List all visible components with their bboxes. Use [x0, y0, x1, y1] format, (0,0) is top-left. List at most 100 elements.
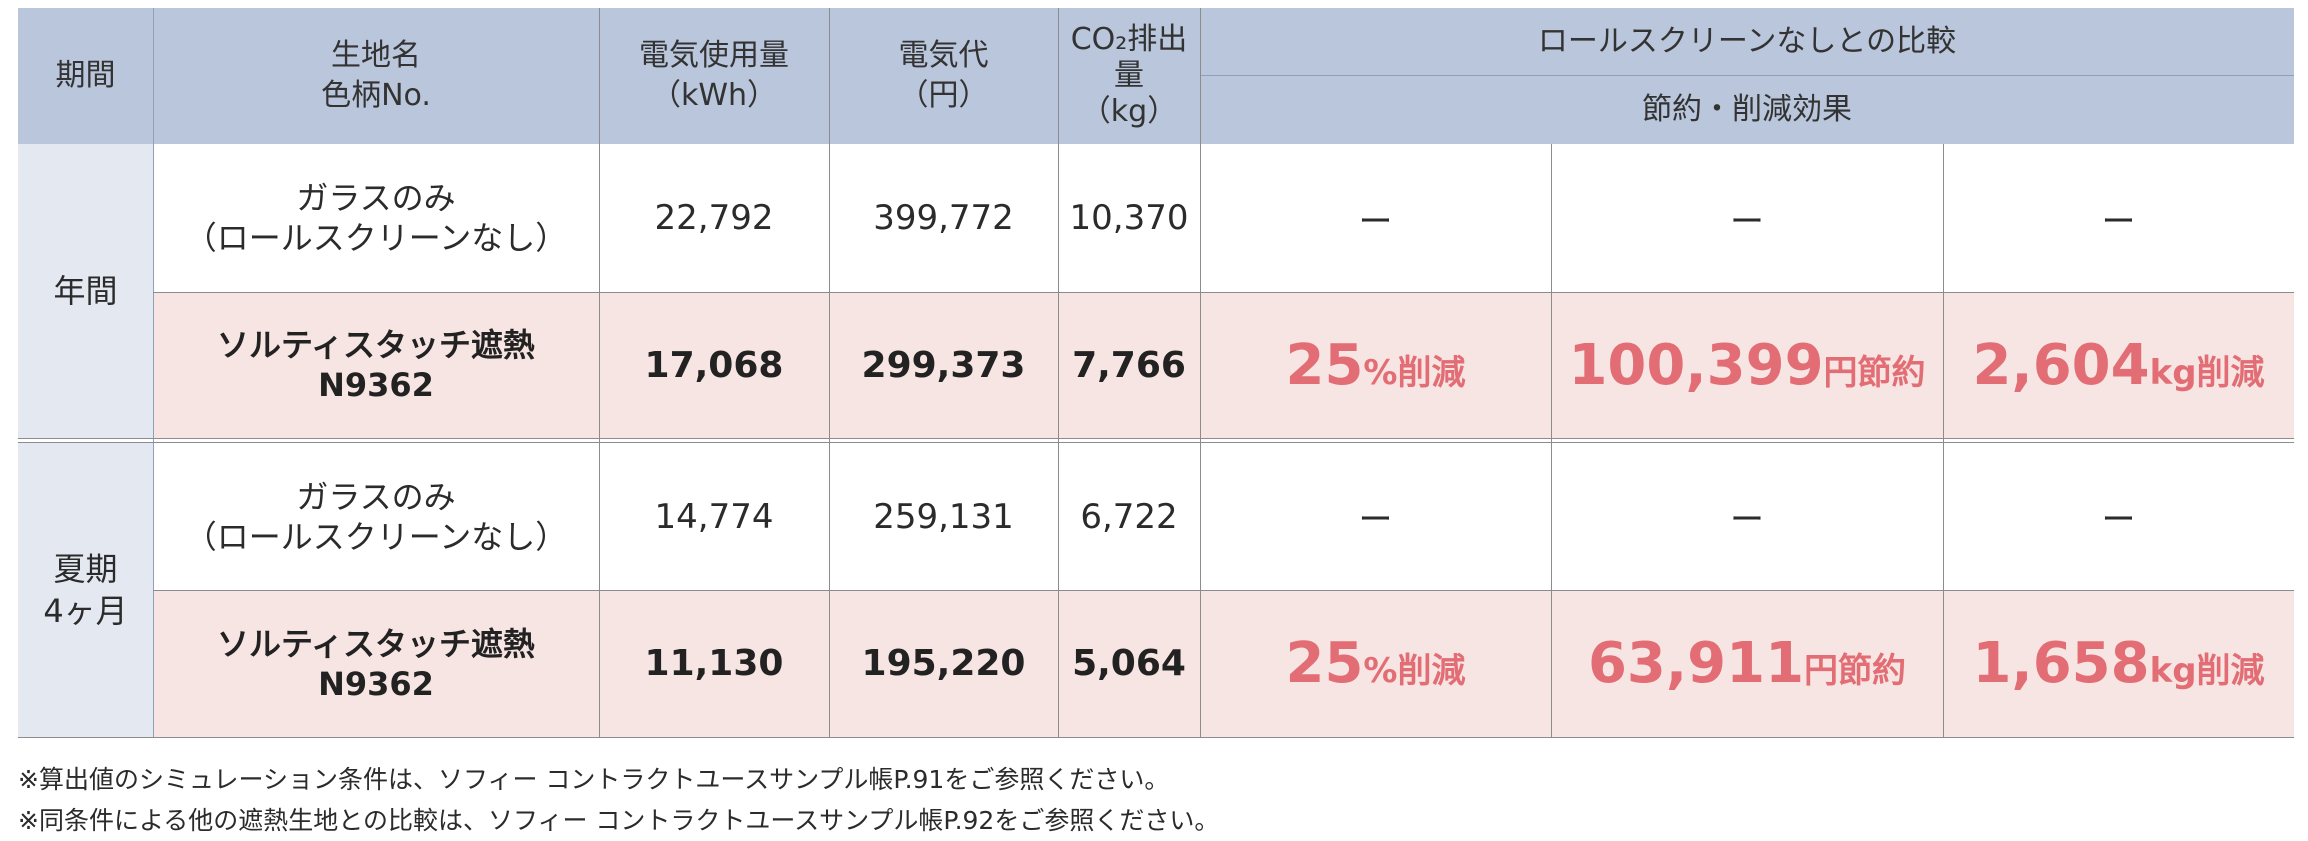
yen-saving-cell: 100,399円節約	[1551, 292, 1943, 438]
grid-line	[1943, 144, 1944, 737]
grid-line	[153, 8, 154, 737]
fabric-name-line2: N9362	[318, 664, 434, 703]
row-annual-product-name: ソルティスタッチ遮熱 N9362	[153, 292, 599, 438]
kg-reduction: 1,658kg削減	[1972, 631, 2264, 696]
fabric-name-line1: ガラスのみ	[296, 477, 456, 516]
grid-line	[1551, 144, 1552, 737]
kwh-value: 14,774	[654, 496, 774, 537]
yen-cell: 259,131	[829, 443, 1058, 590]
co2-value: 5,064	[1072, 643, 1186, 684]
pct-reduction: 25%削減	[1285, 333, 1465, 398]
pct-reduction-value: 25	[1285, 631, 1364, 696]
header-co2-line3: （kg）	[1080, 94, 1178, 129]
dash: ー	[1358, 201, 1393, 242]
header-comparison-label: ロールスクリーンなしとの比較	[1537, 23, 1957, 59]
yen-value: 195,220	[861, 643, 1026, 684]
header-electricity-use-line2: （kWh）	[650, 78, 778, 113]
header-savings: 節約・削減効果	[1200, 76, 2294, 144]
yen-value: 259,131	[873, 496, 1014, 537]
footnote-2: ※同条件による他の遮熱生地との比較は、ソフィー コントラクトユースサンプル帳P.…	[18, 806, 1220, 835]
period-summer: 夏期 4ヶ月	[18, 443, 153, 737]
pct-cell: ー	[1200, 144, 1551, 292]
header-period: 期間	[18, 8, 153, 144]
yen-value: 299,373	[861, 344, 1026, 386]
grid-line	[153, 590, 2294, 591]
co2-cell: 6,722	[1058, 443, 1200, 590]
header-period-label: 期間	[55, 58, 116, 93]
yen-cell: 195,220	[829, 590, 1058, 737]
period-summer-line1: 夏期	[53, 550, 118, 588]
yen-saving: 63,911円節約	[1588, 631, 1906, 696]
kg-reduction-cell: 1,658kg削減	[1943, 590, 2294, 737]
yen-saving-value: 100,399	[1568, 332, 1824, 398]
yen-cell: 299,373	[829, 292, 1058, 438]
co2-cell: 7,766	[1058, 292, 1200, 438]
co2-value: 6,722	[1080, 496, 1178, 537]
pct-reduction-value: 25	[1285, 332, 1364, 398]
grid-line	[18, 737, 2294, 738]
co2-cell: 5,064	[1058, 590, 1200, 737]
header-fabric: 生地名 色柄No.	[153, 8, 599, 144]
header-divider	[1200, 75, 2294, 76]
yen-saving-value: 63,911	[1587, 631, 1805, 696]
row-summer-glass-name: ガラスのみ （ロールスクリーンなし）	[153, 443, 599, 590]
kwh-cell: 17,068	[599, 292, 829, 438]
yen-save-cell: ー	[1551, 443, 1943, 590]
pct-reduction: 25%削減	[1285, 631, 1465, 696]
dash: ー	[1730, 500, 1764, 540]
pct-reduction-cell: 25%削減	[1200, 292, 1551, 438]
header-fabric-line1: 生地名	[331, 38, 421, 73]
header-electricity-cost-line1: 電気代	[898, 38, 989, 73]
yen-saving-unit: 円節約	[1823, 352, 1926, 393]
dash: ー	[2101, 201, 2136, 242]
kg-save-cell: ー	[1943, 443, 2294, 590]
co2-value: 7,766	[1072, 344, 1186, 386]
yen-cell: 399,772	[829, 144, 1058, 292]
pct-reduction-unit: %削減	[1363, 352, 1466, 393]
grid-line	[18, 442, 2294, 443]
period-annual-label: 年間	[53, 272, 118, 310]
kg-reduction-unit: kg削減	[2149, 651, 2265, 691]
header-electricity-cost: 電気代 （円）	[829, 8, 1058, 144]
kg-reduction-value: 2,604	[1972, 332, 2150, 398]
kg-reduction-cell: 2,604kg削減	[1943, 292, 2294, 438]
row-annual-glass-name: ガラスのみ （ロールスクリーンなし）	[153, 144, 599, 292]
header-fabric-line2: 色柄No.	[321, 78, 431, 113]
kg-save-cell: ー	[1943, 144, 2294, 292]
co2-cell: 10,370	[1058, 144, 1200, 292]
fabric-name-line1: ソルティスタッチ遮熱	[216, 326, 536, 364]
yen-saving-unit: 円節約	[1804, 651, 1907, 691]
period-annual: 年間	[18, 144, 153, 438]
kwh-cell: 11,130	[599, 590, 829, 737]
footnote-1: ※算出値のシミュレーション条件は、ソフィー コントラクトユースサンプル帳P.91…	[18, 765, 1170, 794]
header-electricity-use-line1: 電気使用量	[639, 38, 789, 73]
kwh-cell: 14,774	[599, 443, 829, 590]
grid-line	[153, 292, 2294, 293]
dash: ー	[2101, 500, 2136, 540]
grid-line	[1200, 8, 1201, 737]
grid-line	[1058, 8, 1059, 737]
fabric-name-line2: N9362	[318, 366, 434, 404]
fabric-name-line1: ガラスのみ	[296, 179, 456, 217]
kwh-value: 22,792	[654, 198, 774, 238]
grid-line	[599, 8, 600, 737]
kg-reduction-unit: kg削減	[2149, 352, 2265, 393]
kwh-value: 17,068	[644, 344, 784, 386]
pct-reduction-cell: 25%削減	[1200, 590, 1551, 737]
kwh-cell: 22,792	[599, 144, 829, 292]
header-savings-label: 節約・削減効果	[1642, 92, 1852, 127]
kg-reduction-value: 1,658	[1972, 631, 2150, 696]
header-co2: CO₂排出 量 （kg）	[1058, 8, 1200, 144]
pct-cell: ー	[1200, 443, 1551, 590]
dash: ー	[1358, 500, 1393, 540]
yen-save-cell: ー	[1551, 144, 1943, 292]
period-summer-line2: 4ヶ月	[43, 592, 128, 630]
fabric-name-line1: ソルティスタッチ遮熱	[216, 624, 536, 663]
pct-reduction-unit: %削減	[1363, 651, 1466, 691]
fabric-name-line2: （ロールスクリーンなし）	[184, 517, 568, 556]
header-electricity-cost-line2: （円）	[898, 78, 989, 113]
header-electricity-use: 電気使用量 （kWh）	[599, 8, 829, 144]
row-summer-product-name: ソルティスタッチ遮熱 N9362	[153, 590, 599, 737]
yen-saving: 100,399円節約	[1568, 333, 1925, 398]
